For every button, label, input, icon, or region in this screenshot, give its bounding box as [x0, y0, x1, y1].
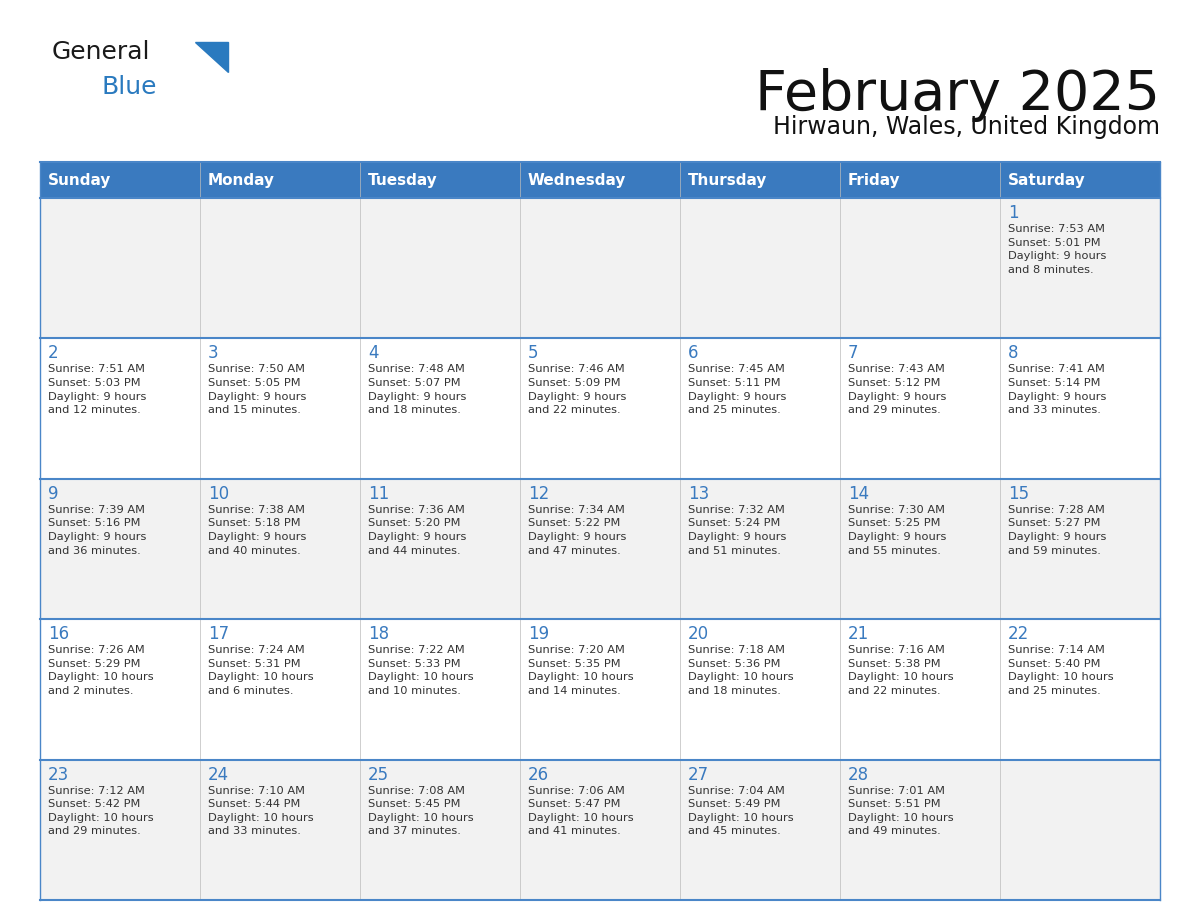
- Text: 7: 7: [848, 344, 859, 363]
- Text: Sunday: Sunday: [48, 173, 112, 187]
- Text: 23: 23: [48, 766, 69, 784]
- Text: 4: 4: [368, 344, 379, 363]
- Text: Sunrise: 7:10 AM
Sunset: 5:44 PM
Daylight: 10 hours
and 33 minutes.: Sunrise: 7:10 AM Sunset: 5:44 PM Dayligh…: [208, 786, 314, 836]
- Bar: [40, 620, 1159, 759]
- Text: 12: 12: [527, 485, 549, 503]
- Text: Sunrise: 7:39 AM
Sunset: 5:16 PM
Daylight: 9 hours
and 36 minutes.: Sunrise: 7:39 AM Sunset: 5:16 PM Dayligh…: [48, 505, 146, 555]
- Polygon shape: [195, 42, 228, 72]
- Bar: [40, 339, 1159, 479]
- Bar: [40, 198, 1159, 339]
- Text: Saturday: Saturday: [1007, 173, 1086, 187]
- Text: 5: 5: [527, 344, 538, 363]
- Bar: [360, 162, 520, 198]
- Text: Hirwaun, Wales, United Kingdom: Hirwaun, Wales, United Kingdom: [773, 115, 1159, 139]
- Text: 17: 17: [208, 625, 229, 644]
- Text: Sunrise: 7:16 AM
Sunset: 5:38 PM
Daylight: 10 hours
and 22 minutes.: Sunrise: 7:16 AM Sunset: 5:38 PM Dayligh…: [848, 645, 954, 696]
- Text: Tuesday: Tuesday: [368, 173, 437, 187]
- Text: 27: 27: [688, 766, 709, 784]
- Text: Sunrise: 7:50 AM
Sunset: 5:05 PM
Daylight: 9 hours
and 15 minutes.: Sunrise: 7:50 AM Sunset: 5:05 PM Dayligh…: [208, 364, 307, 415]
- Text: Sunrise: 7:22 AM
Sunset: 5:33 PM
Daylight: 10 hours
and 10 minutes.: Sunrise: 7:22 AM Sunset: 5:33 PM Dayligh…: [368, 645, 474, 696]
- Bar: [200, 162, 360, 198]
- Text: Sunrise: 7:01 AM
Sunset: 5:51 PM
Daylight: 10 hours
and 49 minutes.: Sunrise: 7:01 AM Sunset: 5:51 PM Dayligh…: [848, 786, 954, 836]
- Text: Sunrise: 7:45 AM
Sunset: 5:11 PM
Daylight: 9 hours
and 25 minutes.: Sunrise: 7:45 AM Sunset: 5:11 PM Dayligh…: [688, 364, 786, 415]
- Text: 2: 2: [48, 344, 58, 363]
- Text: 13: 13: [688, 485, 709, 503]
- Text: Sunrise: 7:14 AM
Sunset: 5:40 PM
Daylight: 10 hours
and 25 minutes.: Sunrise: 7:14 AM Sunset: 5:40 PM Dayligh…: [1007, 645, 1113, 696]
- Text: Sunrise: 7:43 AM
Sunset: 5:12 PM
Daylight: 9 hours
and 29 minutes.: Sunrise: 7:43 AM Sunset: 5:12 PM Dayligh…: [848, 364, 947, 415]
- Text: Sunrise: 7:20 AM
Sunset: 5:35 PM
Daylight: 10 hours
and 14 minutes.: Sunrise: 7:20 AM Sunset: 5:35 PM Dayligh…: [527, 645, 633, 696]
- Text: 20: 20: [688, 625, 709, 644]
- Text: 21: 21: [848, 625, 870, 644]
- Bar: [40, 162, 200, 198]
- Bar: [40, 759, 1159, 900]
- Text: Sunrise: 7:30 AM
Sunset: 5:25 PM
Daylight: 9 hours
and 55 minutes.: Sunrise: 7:30 AM Sunset: 5:25 PM Dayligh…: [848, 505, 947, 555]
- Text: 9: 9: [48, 485, 58, 503]
- Text: 8: 8: [1007, 344, 1018, 363]
- Text: Sunrise: 7:08 AM
Sunset: 5:45 PM
Daylight: 10 hours
and 37 minutes.: Sunrise: 7:08 AM Sunset: 5:45 PM Dayligh…: [368, 786, 474, 836]
- Text: Sunrise: 7:41 AM
Sunset: 5:14 PM
Daylight: 9 hours
and 33 minutes.: Sunrise: 7:41 AM Sunset: 5:14 PM Dayligh…: [1007, 364, 1106, 415]
- Text: Thursday: Thursday: [688, 173, 767, 187]
- Text: Sunrise: 7:36 AM
Sunset: 5:20 PM
Daylight: 9 hours
and 44 minutes.: Sunrise: 7:36 AM Sunset: 5:20 PM Dayligh…: [368, 505, 467, 555]
- Text: Sunrise: 7:34 AM
Sunset: 5:22 PM
Daylight: 9 hours
and 47 minutes.: Sunrise: 7:34 AM Sunset: 5:22 PM Dayligh…: [527, 505, 626, 555]
- Text: 19: 19: [527, 625, 549, 644]
- Text: February 2025: February 2025: [756, 68, 1159, 122]
- Text: 16: 16: [48, 625, 69, 644]
- Text: Friday: Friday: [848, 173, 901, 187]
- Text: 18: 18: [368, 625, 390, 644]
- Bar: [1000, 162, 1159, 198]
- Text: 10: 10: [208, 485, 229, 503]
- Bar: [680, 162, 840, 198]
- Text: 26: 26: [527, 766, 549, 784]
- Text: Sunrise: 7:46 AM
Sunset: 5:09 PM
Daylight: 9 hours
and 22 minutes.: Sunrise: 7:46 AM Sunset: 5:09 PM Dayligh…: [527, 364, 626, 415]
- Text: Sunrise: 7:12 AM
Sunset: 5:42 PM
Daylight: 10 hours
and 29 minutes.: Sunrise: 7:12 AM Sunset: 5:42 PM Dayligh…: [48, 786, 153, 836]
- Text: 14: 14: [848, 485, 870, 503]
- Text: Sunrise: 7:32 AM
Sunset: 5:24 PM
Daylight: 9 hours
and 51 minutes.: Sunrise: 7:32 AM Sunset: 5:24 PM Dayligh…: [688, 505, 786, 555]
- Text: Sunrise: 7:48 AM
Sunset: 5:07 PM
Daylight: 9 hours
and 18 minutes.: Sunrise: 7:48 AM Sunset: 5:07 PM Dayligh…: [368, 364, 467, 415]
- Bar: [840, 162, 1000, 198]
- Text: Sunrise: 7:38 AM
Sunset: 5:18 PM
Daylight: 9 hours
and 40 minutes.: Sunrise: 7:38 AM Sunset: 5:18 PM Dayligh…: [208, 505, 307, 555]
- Text: Sunrise: 7:53 AM
Sunset: 5:01 PM
Daylight: 9 hours
and 8 minutes.: Sunrise: 7:53 AM Sunset: 5:01 PM Dayligh…: [1007, 224, 1106, 274]
- Text: 15: 15: [1007, 485, 1029, 503]
- Text: Wednesday: Wednesday: [527, 173, 626, 187]
- Text: Sunrise: 7:28 AM
Sunset: 5:27 PM
Daylight: 9 hours
and 59 minutes.: Sunrise: 7:28 AM Sunset: 5:27 PM Dayligh…: [1007, 505, 1106, 555]
- Text: Sunrise: 7:26 AM
Sunset: 5:29 PM
Daylight: 10 hours
and 2 minutes.: Sunrise: 7:26 AM Sunset: 5:29 PM Dayligh…: [48, 645, 153, 696]
- Text: 24: 24: [208, 766, 229, 784]
- Text: Monday: Monday: [208, 173, 274, 187]
- Text: 1: 1: [1007, 204, 1018, 222]
- Text: Sunrise: 7:24 AM
Sunset: 5:31 PM
Daylight: 10 hours
and 6 minutes.: Sunrise: 7:24 AM Sunset: 5:31 PM Dayligh…: [208, 645, 314, 696]
- Text: General: General: [52, 40, 151, 64]
- Text: Sunrise: 7:51 AM
Sunset: 5:03 PM
Daylight: 9 hours
and 12 minutes.: Sunrise: 7:51 AM Sunset: 5:03 PM Dayligh…: [48, 364, 146, 415]
- Text: 6: 6: [688, 344, 699, 363]
- Text: Blue: Blue: [102, 75, 158, 99]
- Bar: [520, 162, 680, 198]
- Text: 25: 25: [368, 766, 390, 784]
- Text: 28: 28: [848, 766, 870, 784]
- Text: 22: 22: [1007, 625, 1029, 644]
- Text: Sunrise: 7:06 AM
Sunset: 5:47 PM
Daylight: 10 hours
and 41 minutes.: Sunrise: 7:06 AM Sunset: 5:47 PM Dayligh…: [527, 786, 633, 836]
- Bar: [40, 479, 1159, 620]
- Text: Sunrise: 7:04 AM
Sunset: 5:49 PM
Daylight: 10 hours
and 45 minutes.: Sunrise: 7:04 AM Sunset: 5:49 PM Dayligh…: [688, 786, 794, 836]
- Text: Sunrise: 7:18 AM
Sunset: 5:36 PM
Daylight: 10 hours
and 18 minutes.: Sunrise: 7:18 AM Sunset: 5:36 PM Dayligh…: [688, 645, 794, 696]
- Text: 11: 11: [368, 485, 390, 503]
- Text: 3: 3: [208, 344, 219, 363]
